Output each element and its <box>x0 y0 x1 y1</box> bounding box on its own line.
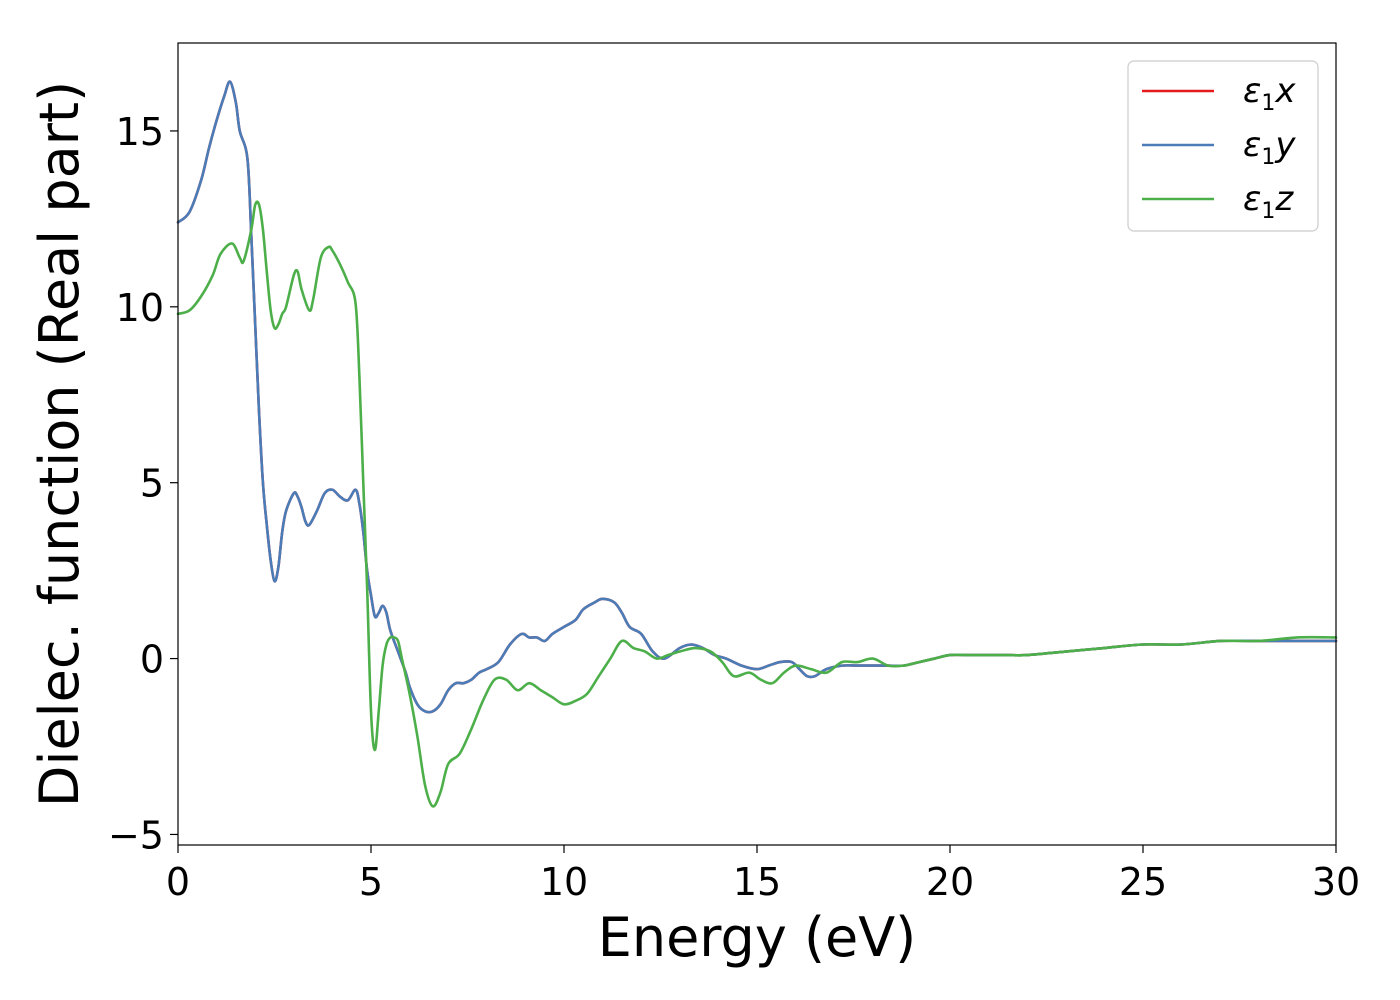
x-tick-label: 25 <box>1119 860 1167 904</box>
x-axis-label: Energy (eV) <box>598 906 917 969</box>
legend-label-eps1x: ε1x <box>1243 71 1296 116</box>
y-tick-label: −5 <box>108 813 164 857</box>
series-line-eps1y <box>176 80 1338 714</box>
series-line-eps1z <box>176 200 1338 808</box>
y-tick-label: 5 <box>140 462 164 506</box>
x-tick-label: 20 <box>926 860 974 904</box>
series-layer <box>176 80 1338 808</box>
x-tick-label: 5 <box>359 860 383 904</box>
x-tick-label: 0 <box>166 860 190 904</box>
x-tick-label: 30 <box>1312 860 1360 904</box>
y-tick-label: 15 <box>116 110 164 154</box>
x-axis: 0 5 10 15 20 25 30 <box>166 845 1360 904</box>
y-axis: −5 0 5 10 15 <box>108 110 178 857</box>
y-tick-label: 10 <box>116 286 164 330</box>
y-tick-label: 0 <box>140 638 164 682</box>
legend-label-eps1z: ε1z <box>1243 179 1294 224</box>
y-axis-label: Dielec. function (Real part) <box>28 81 91 807</box>
legend: ε1x ε1y ε1z <box>1127 60 1319 232</box>
legend-label-eps1y: ε1y <box>1243 125 1296 170</box>
x-tick-label: 10 <box>540 860 588 904</box>
legend-box <box>1127 60 1319 232</box>
x-tick-label: 15 <box>733 860 781 904</box>
